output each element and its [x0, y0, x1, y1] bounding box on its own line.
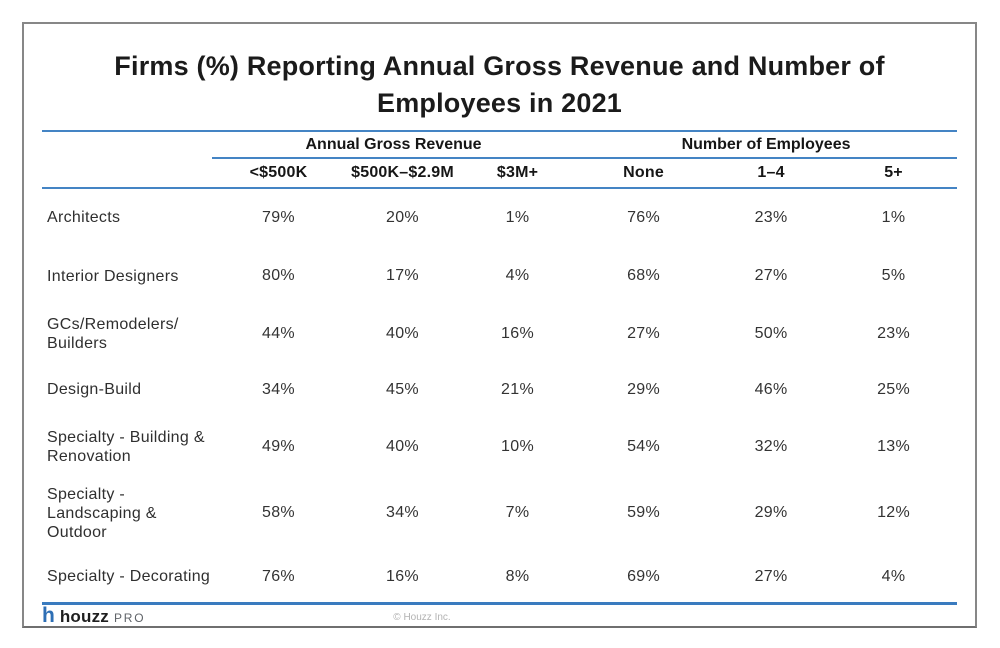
value-cell: 49%: [262, 437, 295, 455]
value-cell: 32%: [754, 437, 788, 455]
table-row: Specialty - Decorating 76% 16% 8% 69% 27…: [42, 551, 957, 602]
row-label: Interior Designers: [47, 267, 179, 285]
value-cell: 27%: [754, 267, 788, 284]
column-header-under-500k: <$500K: [212, 158, 345, 189]
value-cell: 4%: [505, 267, 530, 284]
row-label: Specialty - Landscaping & Outdoor: [47, 485, 157, 541]
row-label: GCs/Remodelers/ Builders: [47, 315, 179, 352]
value-cell: 40%: [386, 437, 419, 455]
value-cell: 10%: [501, 437, 534, 455]
copyright-text: © Houzz Inc.: [393, 612, 451, 623]
group-header-spacer: [42, 130, 212, 158]
value-cell: 5%: [881, 267, 906, 284]
table-row: Interior Designers 80% 17% 4% 68% 27% 5%: [42, 246, 957, 306]
column-header-spacer: [42, 158, 212, 189]
value-cell: 29%: [754, 504, 788, 521]
group-header-employees: Number of Employees: [575, 130, 958, 159]
row-label: Design-Build: [47, 381, 142, 398]
column-header-none: None: [575, 158, 713, 189]
value-cell: 68%: [627, 267, 660, 284]
data-table-wrapper: Annual Gross Revenue Number of Employees…: [42, 130, 958, 602]
value-cell: 21%: [501, 380, 534, 398]
footer-bar: h houzz PRO © Houzz Inc.: [42, 602, 957, 627]
infographic-card: Firms (%) Reporting Annual Gross Revenue…: [22, 22, 977, 628]
column-header-3m-plus: $3M+: [460, 158, 576, 189]
group-header-revenue: Annual Gross Revenue: [212, 130, 576, 159]
value-cell: 1%: [505, 208, 530, 226]
value-cell: 34%: [386, 504, 419, 521]
table-row: Specialty - Landscaping & Outdoor 58% 34…: [42, 475, 957, 551]
value-cell: 80%: [262, 267, 295, 284]
houzz-pro-logo: h houzz PRO: [42, 603, 145, 627]
value-cell: 23%: [754, 208, 788, 226]
value-cell: 40%: [386, 324, 419, 342]
value-cell: 44%: [262, 324, 295, 342]
value-cell: 54%: [627, 437, 660, 455]
value-cell: 69%: [627, 567, 660, 585]
value-cell: 27%: [754, 567, 788, 585]
value-cell: 76%: [627, 208, 660, 226]
houzz-h-icon: h: [42, 603, 55, 627]
value-cell: 59%: [627, 504, 660, 521]
value-cell: 1%: [881, 208, 906, 226]
value-cell: 7%: [505, 504, 530, 521]
data-table: Annual Gross Revenue Number of Employees…: [42, 130, 958, 602]
value-cell: 76%: [262, 567, 295, 585]
value-cell: 20%: [386, 208, 419, 226]
value-cell: 17%: [386, 267, 419, 284]
value-cell: 27%: [627, 324, 660, 342]
chart-title: Firms (%) Reporting Annual Gross Revenue…: [114, 51, 885, 118]
column-header-1-4: 1–4: [712, 158, 831, 189]
value-cell: 46%: [754, 380, 788, 398]
group-header-row: Annual Gross Revenue Number of Employees: [42, 130, 958, 159]
value-cell: 16%: [386, 567, 419, 585]
row-label: Specialty - Building & Renovation: [47, 428, 205, 465]
table-row: GCs/Remodelers/ Builders 44% 40% 16% 27%…: [42, 306, 957, 361]
value-cell: 45%: [386, 380, 419, 398]
table-row: Specialty - Building & Renovation 49% 40…: [42, 418, 957, 475]
houzz-logo-text: houzz: [59, 606, 109, 626]
value-cell: 23%: [877, 324, 910, 342]
value-cell: 34%: [262, 380, 295, 398]
row-label: Architects: [47, 209, 121, 226]
value-cell: 8%: [505, 567, 530, 585]
column-header-500k-2-9m: $500K–$2.9M: [345, 158, 460, 189]
row-label: Specialty - Decorating: [47, 568, 211, 585]
value-cell: 50%: [754, 324, 788, 342]
table-row: Architects 79% 20% 1% 76% 23% 1%: [42, 188, 957, 246]
value-cell: 58%: [262, 504, 295, 521]
value-cell: 4%: [881, 567, 906, 585]
table-row: Design-Build 34% 45% 21% 29% 46% 25%: [42, 361, 957, 418]
value-cell: 13%: [877, 437, 910, 455]
value-cell: 12%: [877, 504, 910, 521]
value-cell: 16%: [501, 324, 534, 342]
houzz-pro-badge: PRO: [113, 610, 146, 625]
value-cell: 79%: [262, 208, 295, 226]
value-cell: 25%: [877, 380, 910, 398]
column-header-5-plus: 5+: [830, 158, 958, 189]
column-header-row: <$500K $500K–$2.9M $3M+ None 1–4 5+: [42, 158, 958, 189]
value-cell: 29%: [627, 380, 660, 398]
